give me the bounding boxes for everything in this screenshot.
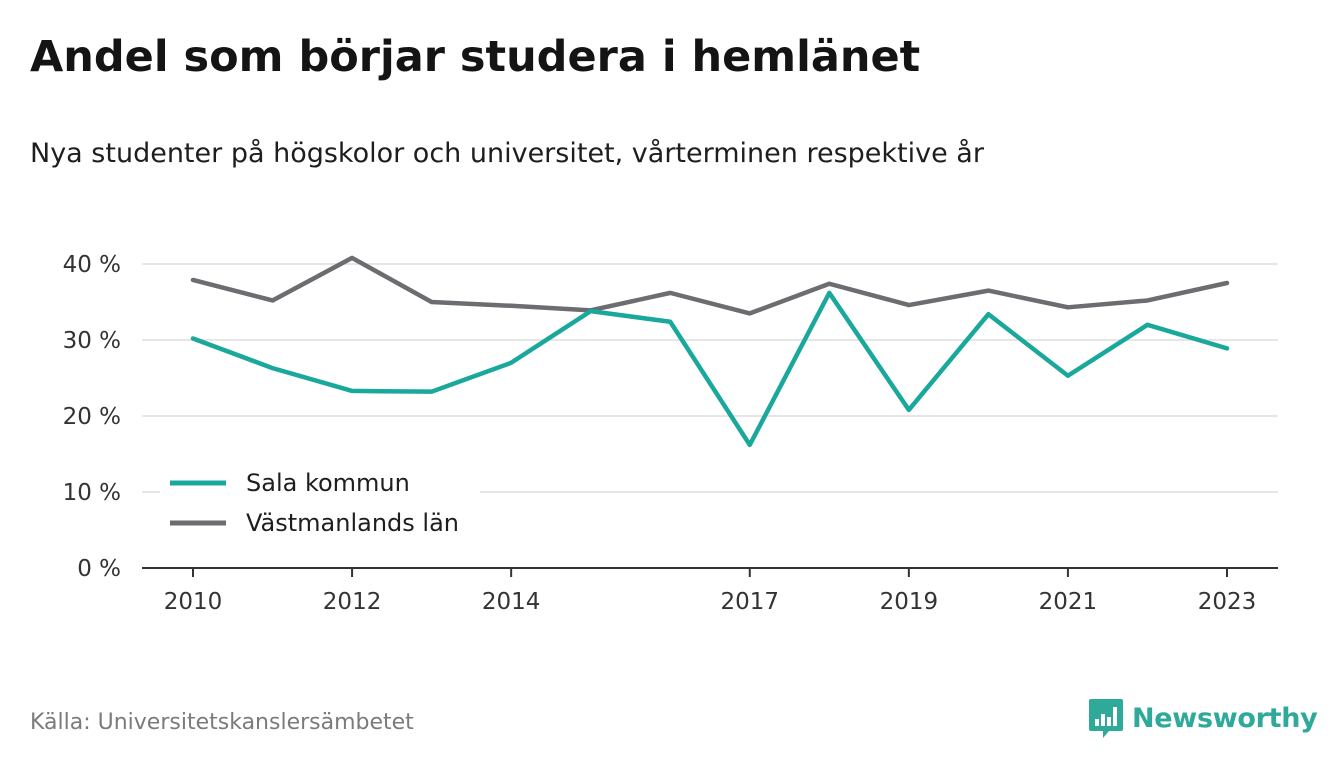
legend-label: Sala kommun xyxy=(246,469,410,497)
y-tick-label: 40 % xyxy=(63,252,121,278)
x-tick-label: 2023 xyxy=(1198,589,1257,615)
y-axis-tick-labels: 0 % 10 % 20 % 30 % 40 % xyxy=(63,252,121,582)
x-tick-label: 2010 xyxy=(164,589,223,615)
series-line xyxy=(190,255,1230,316)
x-tick-label: 2017 xyxy=(720,589,779,615)
brand-name: Newsworthy xyxy=(1132,702,1318,734)
y-tick-label: 30 % xyxy=(63,328,121,354)
x-tick-label: 2014 xyxy=(482,589,541,615)
legend: Sala kommun Västmanlands län xyxy=(160,464,480,546)
series-lines xyxy=(190,255,1230,448)
source-note: Källa: Universitetskanslersämbetet xyxy=(30,710,414,735)
x-tick-label: 2021 xyxy=(1039,589,1098,615)
x-tick-label: 2012 xyxy=(323,589,382,615)
series-line xyxy=(190,290,1230,448)
brand-logo: Newsworthy xyxy=(1088,697,1318,739)
y-tick-label: 20 % xyxy=(63,404,121,430)
legend-label: Västmanlands län xyxy=(246,509,459,537)
y-tick-label: 0 % xyxy=(77,556,121,582)
chart-title: Andel som börjar studera i hemlänet xyxy=(30,32,921,82)
x-axis: 2010 2012 2014 2017 2019 2021 2023 xyxy=(142,567,1278,615)
y-tick-label: 10 % xyxy=(63,480,121,506)
legend-background xyxy=(160,464,480,546)
chart-subtitle: Nya studenter på högskolor och universit… xyxy=(30,138,984,169)
newsworthy-logo-icon xyxy=(1089,699,1123,738)
x-tick-label: 2019 xyxy=(880,589,939,615)
